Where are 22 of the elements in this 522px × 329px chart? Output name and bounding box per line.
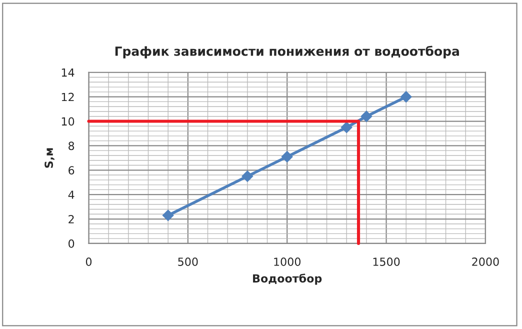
y-tick-label: 14	[62, 68, 74, 77]
point	[281, 151, 293, 162]
point	[400, 91, 412, 102]
y-tick-label: 0	[68, 239, 74, 248]
y-tick-label: 10	[62, 117, 74, 126]
point	[341, 122, 352, 133]
x-tick-label: 1500	[373, 258, 400, 266]
x-tick-label: 2000	[472, 258, 499, 266]
point	[360, 110, 372, 122]
y-tick-label: 6	[68, 166, 74, 175]
y-tick-label: 8	[68, 142, 74, 150]
x-tick-label: 1000	[274, 258, 300, 266]
y-axis-title: S,м	[44, 148, 54, 168]
y-tick-label: 2	[68, 214, 74, 224]
point	[162, 210, 174, 221]
x-axis-title: Водоотбор	[253, 274, 322, 285]
x-tick-label: 500	[178, 258, 198, 266]
chart-title: График зависимости понижения от водоотбора	[115, 46, 459, 58]
y-tick-label: 12	[62, 92, 74, 102]
point	[242, 170, 254, 182]
x-tick-label: 0	[86, 258, 92, 266]
y-tick-label: 4	[68, 190, 74, 199]
